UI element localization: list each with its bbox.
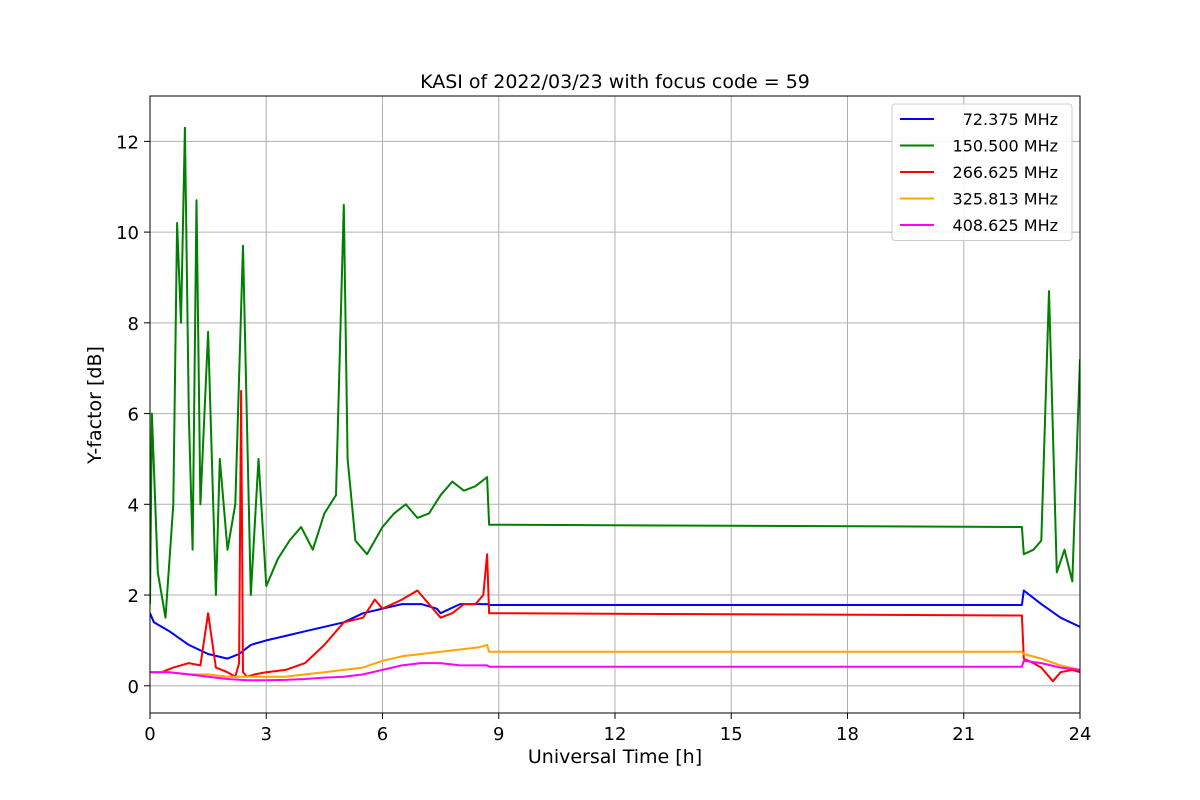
legend: 72.375 MHz 150.500 MHz 266.625 MHz 325.813 …	[891, 103, 1073, 241]
legend-entry-label: 150.500 MHz	[953, 137, 1058, 156]
chart-title: KASI of 2022/03/23 with focus code = 59	[420, 71, 810, 93]
x-tick-label: 15	[720, 724, 743, 745]
x-tick-label: 12	[604, 724, 627, 745]
x-tick-label: 0	[144, 724, 155, 745]
legend-entry-label: 266.625 MHz	[953, 163, 1058, 182]
series-line-2	[150, 389, 1080, 683]
x-tick-label: 18	[836, 724, 859, 745]
series-line-4	[150, 659, 1080, 682]
series-line-1	[150, 126, 1080, 619]
y-tick-label: 4	[128, 495, 139, 516]
y-tick-label: 8	[128, 314, 139, 335]
legend-entry-label: 325.813 MHz	[953, 190, 1058, 209]
series-line-3	[150, 643, 1080, 678]
x-tick-label: 21	[952, 724, 975, 745]
x-tick-label: 9	[493, 724, 504, 745]
x-tick-label: 6	[377, 724, 388, 745]
y-tick-label: 6	[128, 405, 139, 426]
y-tick-label: 2	[128, 586, 139, 607]
series-layer	[150, 126, 1080, 683]
legend-entry-label: 408.625 MHz	[953, 216, 1058, 235]
x-tick-label: 3	[261, 724, 272, 745]
x-axis-label: Universal Time [h]	[528, 746, 702, 768]
legend-box	[891, 103, 1073, 241]
y-tick-label: 10	[116, 223, 139, 244]
y-tick-label: 0	[128, 677, 139, 698]
y-axis-label: Y-factor [dB]	[84, 346, 106, 465]
x-tick-label: 24	[1069, 724, 1092, 745]
legend-entry-label: 72.375 MHz	[963, 110, 1058, 129]
y-tick-label: 12	[116, 132, 139, 153]
